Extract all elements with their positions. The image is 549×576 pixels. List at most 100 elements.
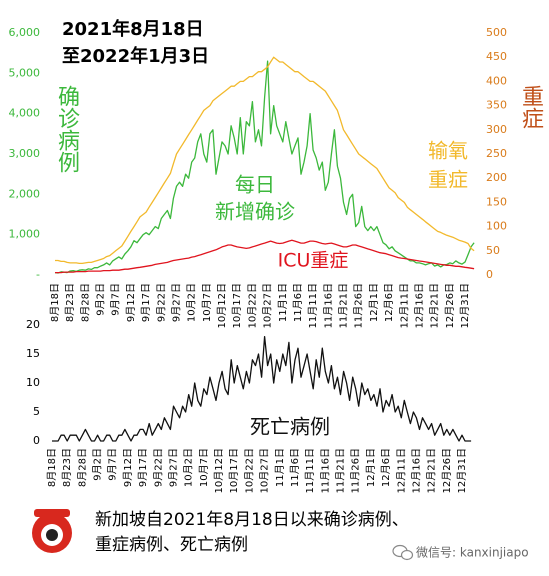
y2-tick-label: 300	[486, 123, 507, 136]
x-tick-label: 12月11日	[398, 283, 410, 328]
x-tick-label: 12月31日	[456, 448, 468, 493]
x-tick-label: 12月6日	[383, 283, 395, 322]
x-tick-label: 9月22日	[155, 283, 167, 322]
x-tick-label: 10月7日	[198, 448, 210, 487]
series-label: 输氧	[428, 139, 468, 163]
series-label: 死亡病例	[250, 415, 330, 439]
x-tick-label: 8月23日	[61, 448, 73, 487]
y-tick-label: 15	[26, 347, 40, 360]
title-line: 至2022年1月3日	[62, 45, 209, 67]
caption-line: 重症病例、死亡病例	[95, 535, 248, 555]
y2-tick-label: 500	[486, 26, 507, 39]
x-tick-label: 9月12日	[122, 448, 134, 487]
x-tick-label: 10月22日	[243, 448, 255, 493]
x-tick-label: 10月27日	[259, 448, 271, 493]
x-tick-label: 10月27日	[262, 283, 274, 328]
x-tick-label: 11月16日	[319, 448, 331, 493]
x-tick-label: 12月26日	[441, 448, 453, 493]
y-tick-label: 4,000	[9, 107, 41, 120]
y-tick-label: 6,000	[9, 26, 41, 39]
x-tick-label: 11月6日	[292, 283, 304, 322]
x-tick-label: 9月12日	[125, 283, 137, 322]
x-tick-label: 9月27日	[167, 448, 179, 487]
y2-axis-label: 重症	[518, 85, 544, 129]
x-tick-label: 9月2日	[92, 448, 104, 481]
x-tick-label: 12月31日	[459, 283, 471, 328]
y-tick-label: 20	[26, 318, 40, 331]
series-line	[54, 60, 475, 274]
x-tick-label: 11月1日	[274, 448, 286, 487]
x-tick-label: 11月1日	[277, 283, 289, 322]
x-tick-label: 11月21日	[338, 283, 350, 328]
series-line	[55, 239, 475, 274]
x-tick-label: 9月7日	[110, 283, 122, 316]
y-tick-label: 0	[33, 434, 40, 447]
y2-tick-label: 100	[486, 220, 507, 233]
y2-tick-label: 400	[486, 74, 507, 87]
x-tick-label: 10月7日	[201, 283, 213, 322]
x-tick-label: 12月21日	[426, 448, 438, 493]
x-tick-label: 9月2日	[95, 283, 107, 316]
x-tick-label: 12月1日	[368, 283, 380, 322]
x-tick-label: 11月11日	[304, 448, 316, 493]
x-tick-label: 12月6日	[380, 448, 392, 487]
series-line	[55, 56, 475, 265]
x-tick-label: 10月12日	[216, 283, 228, 328]
title-line: 2021年8月18日	[62, 18, 204, 40]
series-line	[52, 335, 472, 442]
series-label: 重症	[428, 168, 468, 192]
series-label: 每日	[235, 173, 275, 197]
series-label: ICU重症	[278, 250, 349, 272]
x-tick-label: 9月22日	[152, 448, 164, 487]
x-tick-label: 9月7日	[107, 448, 119, 481]
x-tick-label: 10月17日	[231, 283, 243, 328]
x-tick-label: 8月28日	[79, 283, 91, 322]
y-axis-label: 确诊病例	[54, 85, 80, 173]
x-tick-label: 11月6日	[289, 448, 301, 487]
logo	[32, 509, 72, 553]
y2-tick-label: 200	[486, 171, 507, 184]
caption-line: 新加坡自2021年8月18日以来确诊病例、	[95, 510, 409, 530]
x-tick-label: 8月23日	[64, 283, 76, 322]
x-tick-label: 9月17日	[140, 283, 152, 322]
series-label: 新增确诊	[215, 200, 295, 224]
y-tick-label: 10	[26, 376, 40, 389]
y2-tick-label: 50	[486, 244, 500, 257]
x-tick-label: 10月17日	[228, 448, 240, 493]
y2-tick-label: 150	[486, 195, 507, 208]
y-tick-label: 2,000	[9, 187, 41, 200]
x-tick-label: 8月18日	[46, 448, 58, 487]
y2-tick-label: 0	[486, 268, 493, 281]
x-tick-label: 12月26日	[444, 283, 456, 328]
y-tick-label: 5	[33, 405, 40, 418]
y2-tick-label: 250	[486, 147, 507, 160]
x-tick-label: 10月12日	[213, 448, 225, 493]
x-tick-label: 9月17日	[137, 448, 149, 487]
x-tick-label: 11月21日	[335, 448, 347, 493]
wechat-icon	[392, 544, 414, 561]
x-tick-label: 11月16日	[322, 283, 334, 328]
y2-tick-label: 450	[486, 50, 507, 63]
x-tick-label: 12月16日	[413, 283, 425, 328]
y-tick-label: 5,000	[9, 66, 41, 79]
x-tick-label: 12月1日	[365, 448, 377, 487]
x-tick-label: 10月22日	[246, 283, 258, 328]
y-tick-label: 1,000	[9, 228, 41, 241]
x-tick-label: 8月18日	[49, 283, 61, 322]
y2-tick-label: 350	[486, 99, 507, 112]
x-tick-label: 11月26日	[353, 283, 365, 328]
y-tick-label: -	[36, 268, 40, 281]
x-tick-label: 12月11日	[395, 448, 407, 493]
x-tick-label: 10月2日	[186, 283, 198, 322]
x-tick-label: 9月27日	[170, 283, 182, 322]
x-tick-label: 8月28日	[76, 448, 88, 487]
x-tick-label: 11月11日	[307, 283, 319, 328]
y-tick-label: 3,000	[9, 147, 41, 160]
x-tick-label: 12月21日	[429, 283, 441, 328]
x-tick-label: 10月2日	[183, 448, 195, 487]
watermark: 微信号: kanxinjiapo	[416, 546, 529, 560]
x-tick-label: 12月16日	[410, 448, 422, 493]
x-tick-label: 11月26日	[350, 448, 362, 493]
